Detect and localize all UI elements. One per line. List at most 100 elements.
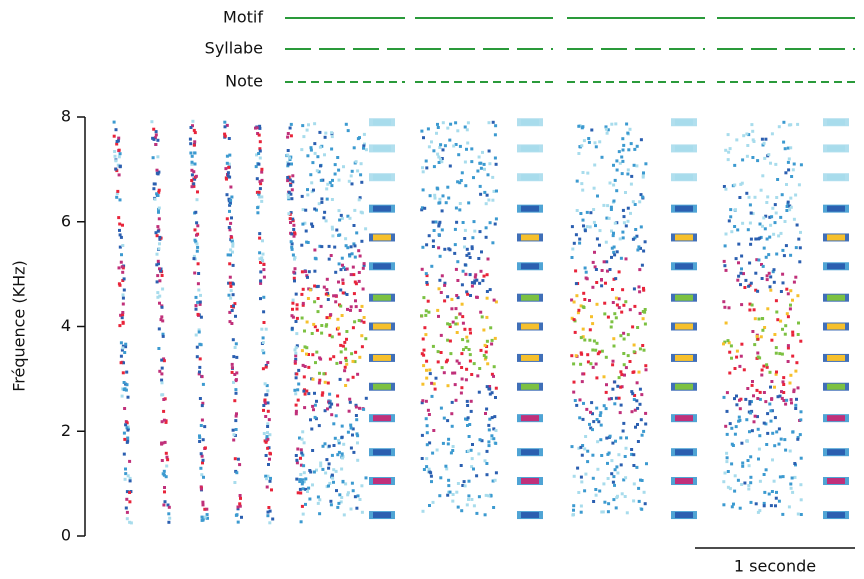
spectrogram-cell: [747, 484, 751, 487]
spectrogram-cell: [303, 406, 307, 410]
spectrogram-cell: [760, 277, 764, 280]
spectrogram-cell: [619, 463, 623, 467]
spectrogram-cell: [796, 333, 800, 336]
spectrogram-cell: [768, 285, 772, 289]
spectrogram-cell: [780, 352, 784, 356]
spectrogram-cell: [600, 155, 604, 159]
spectrogram-cell: [262, 351, 266, 355]
spectrogram-cell: [438, 201, 442, 205]
spectrogram-cell: [750, 400, 753, 404]
spectrogram-cell: [199, 452, 203, 456]
spectrogram-cell: [192, 128, 196, 132]
spectrogram-cell: [763, 156, 767, 160]
spectrogram-cell: [351, 359, 355, 363]
spectrogram-cell: [467, 348, 471, 351]
spectrogram-cell: [259, 270, 263, 274]
spectrogram-cell: [617, 297, 621, 301]
spectrogram-cell: [635, 164, 639, 168]
spectrogram-cell: [340, 435, 344, 439]
spectrogram-cell: [484, 235, 488, 239]
spectrogram-cell: [129, 521, 133, 525]
spectrogram-cell: [330, 198, 334, 201]
spectrogram-cell: [730, 230, 734, 234]
spectrogram-cell: [761, 224, 764, 228]
spectrogram-cell: [789, 303, 792, 307]
spectrogram-cell: [643, 502, 647, 506]
spectrogram-cell: [583, 447, 587, 451]
spectrogram-cell: [570, 256, 574, 259]
spectrogram-cell: [358, 498, 362, 501]
spectrogram-cell: [428, 470, 432, 474]
spectrogram-cell: [591, 260, 595, 264]
spectrogram-band: [675, 205, 693, 212]
spectrogram-cell: [228, 209, 231, 213]
spectrogram-cell: [467, 252, 471, 256]
spectrogram-cell: [311, 161, 315, 165]
spectrogram-cell: [635, 465, 639, 469]
spectrogram-cell: [603, 301, 607, 305]
spectrogram-cell: [593, 141, 597, 145]
spectrogram-cell: [199, 487, 203, 491]
spectrogram-cell: [743, 286, 747, 289]
spectrogram-cell: [727, 219, 731, 223]
spectrogram-cell: [323, 153, 326, 157]
spectrogram-cell: [470, 373, 474, 376]
spectrogram-cell: [352, 224, 356, 227]
spectrogram-cell: [192, 182, 196, 186]
spectrogram-cell: [487, 149, 491, 153]
spectrogram-cell: [364, 148, 368, 152]
spectrogram-cell: [336, 394, 340, 398]
spectrogram-cell: [197, 330, 201, 334]
spectrogram-cell: [625, 122, 629, 126]
spectrogram-cell: [116, 139, 120, 143]
spectrogram-band: [521, 205, 539, 212]
spectrogram-cell: [193, 238, 197, 242]
spectrogram-cell: [198, 397, 202, 400]
spectrogram-cell: [295, 307, 299, 311]
spectrogram-cell: [335, 228, 339, 232]
spectrogram-cell: [468, 353, 472, 357]
spectrogram-cell: [794, 407, 798, 410]
spectrogram-cell: [307, 270, 311, 274]
spectrogram-cell: [775, 430, 779, 434]
spectrogram-cell: [430, 264, 434, 268]
spectrogram-cell: [317, 170, 321, 174]
spectrogram-cell: [286, 192, 290, 196]
spectrogram-cell: [723, 264, 727, 268]
spectrogram-cell: [593, 250, 596, 254]
spectrogram-cell: [478, 184, 482, 188]
spectrogram-cell: [343, 369, 347, 373]
spectrogram-cell: [615, 303, 619, 307]
spectrogram-cell: [733, 489, 737, 493]
spectrogram-cell: [323, 442, 327, 446]
spectrogram-cell: [762, 246, 766, 250]
spectrogram-cell: [258, 124, 262, 128]
spectrogram-cell: [785, 287, 789, 291]
track-label: Note: [225, 72, 263, 91]
spectrogram-cell: [745, 439, 749, 443]
spectrogram-cell: [478, 367, 482, 370]
spectrogram-cell: [749, 411, 753, 415]
spectrogram-cell: [233, 457, 237, 461]
spectrogram-cell: [613, 253, 617, 257]
spectrogram-cell: [745, 418, 749, 422]
spectrogram-cell: [592, 208, 596, 211]
spectrogram-cell: [602, 260, 606, 264]
spectrogram-cell: [228, 310, 232, 314]
spectrogram-cell: [321, 391, 325, 395]
spectrogram-cell: [258, 156, 262, 160]
spectrogram-cell: [351, 326, 355, 330]
spectrogram-cell: [235, 371, 239, 375]
spectrogram-cell: [198, 365, 202, 369]
spectrogram-cell: [487, 198, 491, 202]
spectrogram-cell: [751, 380, 754, 383]
spectrogram-cell: [356, 372, 360, 376]
spectrogram-cell: [574, 354, 578, 358]
spectrogram-cell: [328, 405, 332, 409]
spectrogram-cell: [780, 390, 783, 394]
spectrogram-cell: [494, 300, 498, 304]
spectrogram-cell: [121, 346, 125, 350]
spectrogram-cell: [358, 355, 362, 359]
spectrogram-cell: [326, 182, 330, 186]
spectrogram-cell: [112, 120, 116, 124]
